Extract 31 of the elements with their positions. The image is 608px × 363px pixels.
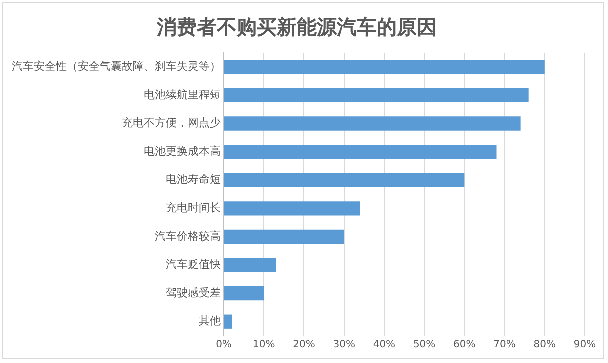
bar [224, 88, 529, 103]
y-tick-label: 汽车安全性（安全气囊故障、刹车失灵等） [12, 60, 221, 74]
y-tick-label: 汽车价格较高 [155, 230, 221, 243]
bar [224, 60, 545, 74]
x-tick-label: 10% [252, 340, 276, 351]
x-tick-label: 50% [413, 340, 436, 351]
bar [224, 314, 232, 329]
y-tick-label: 驾驶感受差 [166, 286, 221, 300]
x-tick-label: 70% [494, 340, 516, 351]
x-tick-label: 90% [574, 340, 596, 351]
bar [224, 173, 465, 188]
x-tick-label: 40% [373, 340, 396, 351]
y-tick-label: 充电时间长 [166, 202, 221, 215]
bar [224, 286, 264, 301]
y-tick-label: 其他 [199, 314, 221, 328]
bar [224, 202, 360, 216]
x-tick-label: 30% [333, 340, 356, 351]
x-tick-label: 0% [216, 340, 232, 351]
x-tick-label: 80% [534, 340, 556, 351]
bar [224, 230, 344, 244]
bar [224, 116, 521, 131]
y-tick-label: 电池续航里程短 [144, 88, 221, 102]
x-tick-label: 60% [454, 340, 476, 351]
y-tick-label: 充电不方便，网点少 [122, 116, 221, 130]
y-tick-label: 电池寿命短 [166, 173, 221, 186]
chart-title: 消费者不购买新能源汽车的原因 [156, 15, 437, 40]
y-tick-label: 汽车贬值快 [166, 258, 221, 272]
x-tick-label: 20% [293, 340, 316, 351]
bar [224, 258, 276, 272]
y-tick-label: 电池更换成本高 [144, 144, 221, 158]
bar [224, 144, 497, 160]
